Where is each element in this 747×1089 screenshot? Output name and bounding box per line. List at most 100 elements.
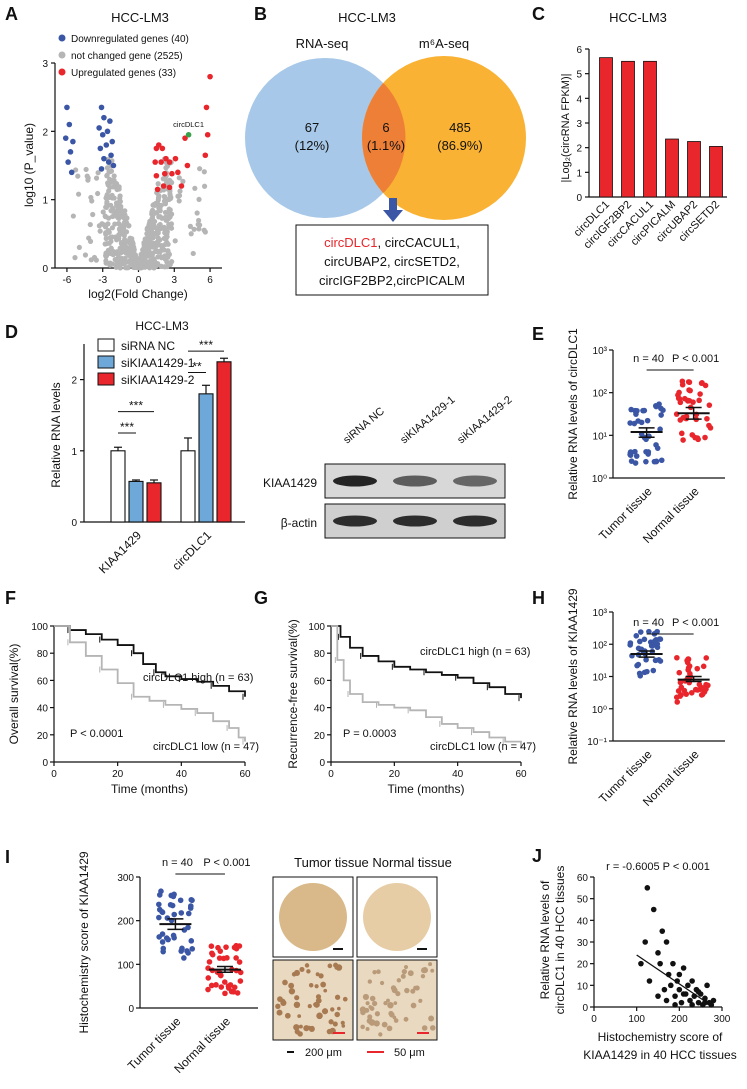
panel-j-point [663, 939, 670, 945]
panel-i-point [208, 982, 215, 989]
panel-f-letter: F [5, 588, 16, 608]
panel-a-point-unchanged [195, 217, 202, 224]
panel-h-point [677, 679, 684, 686]
panel-i-ihc-nucleus [428, 1015, 435, 1022]
panel-i-ihc-nucleus [388, 1010, 394, 1017]
panel-j-point [676, 971, 683, 978]
panel-a-point-unchanged [123, 220, 130, 226]
panel-i-ihc-nucleus [383, 1000, 388, 1006]
panel-a-point [160, 183, 167, 189]
panel-a-point-unchanged [187, 223, 193, 229]
panel-e-ytick-label: 10² [593, 389, 608, 400]
panel-a-point-unchanged [175, 193, 181, 199]
panel-a-point-unchanged [102, 241, 108, 247]
panel-a-point-unchanged [72, 255, 78, 261]
panel-b-mid-pct: (1.1%) [367, 138, 405, 153]
panel-h-point [635, 645, 642, 652]
panel-i-ytick-label: 300 [117, 873, 134, 884]
panel-h-point [694, 665, 701, 672]
panel-j-point [646, 978, 653, 984]
panel-g-ytick-label: 0 [319, 758, 325, 769]
panel-j-xtick-label: 100 [628, 1014, 645, 1025]
panel-j-point [689, 978, 695, 984]
panel-a-xtick-label: -6 [62, 275, 71, 286]
panel-i-ihc-nucleus [400, 973, 406, 979]
panel-i-point [165, 936, 171, 943]
panel-h-point [652, 657, 659, 664]
panel-a-ylabel: log10 (P_value) [22, 123, 36, 207]
panel-f-p-label: P < 0.0001 [70, 728, 123, 740]
panel-a-point [109, 138, 116, 145]
panel-a-point [67, 149, 74, 155]
panel-d-group-label: KIAA1429 [96, 528, 144, 576]
panel-i-point [236, 959, 243, 965]
panel-e-point [641, 407, 648, 414]
panel-a-point-unchanged [111, 173, 117, 179]
panel-a-point [103, 142, 110, 148]
panel-h: 10⁻¹ 10⁰ 10¹ 10² 10³ Relative RNA levels of K… [566, 588, 725, 809]
panel-a-point-unchanged [102, 214, 109, 220]
panel-e-point [675, 392, 681, 398]
panel-j-point [672, 993, 678, 999]
panel-e-point [633, 453, 640, 459]
panel-i-point [221, 979, 228, 985]
panel-a-point-unchanged [127, 235, 133, 241]
panel-h-stat-n: n = 40 [633, 617, 664, 629]
panel-g-xlabel: Time (months) [388, 782, 465, 796]
panel-f-ytick-label: 100 [31, 622, 48, 633]
panel-h-point [681, 687, 688, 694]
panel-b-m6a-circle [362, 56, 526, 220]
panel-a-point-unchanged [162, 209, 169, 216]
panel-i-point [185, 950, 191, 956]
panel-f-ytick-label: 20 [37, 731, 49, 742]
panel-d-sig-label: *** [199, 338, 213, 352]
panel-j-point [695, 999, 702, 1006]
panel-i-ihc-nucleus [320, 981, 327, 988]
panel-j-point [676, 986, 683, 993]
panel-i-ihc-nucleus [276, 1009, 283, 1016]
panel-e-point [706, 402, 713, 408]
panel-j-point [674, 978, 680, 984]
panel-g-ytick-label: 80 [314, 649, 326, 660]
panel-i-point [188, 903, 194, 909]
panel-j-xlabel-1: Histochemistry score of [598, 1030, 723, 1044]
panel-i-ihc-nucleus [341, 1024, 346, 1028]
panel-e-point [687, 387, 693, 394]
panel-a-point-unchanged [117, 213, 123, 220]
panel-i-ihc-nucleus [282, 979, 288, 986]
panel-i-point [233, 955, 239, 961]
panel-i-ihc-nucleus [313, 1002, 318, 1007]
panel-i-ihc-nucleus [393, 1001, 398, 1005]
panel-j-point [702, 999, 708, 1006]
panel-j-stat: r = -0.6005 P < 0.001 [606, 861, 710, 873]
panel-i-point [178, 910, 185, 916]
panel-a-point-unchanged [122, 212, 128, 218]
panel-f-ylabel: Overall survival(%) [7, 644, 21, 745]
panel-d-bar [110, 450, 126, 523]
panel-a-point-unchanged [152, 245, 158, 251]
panel-a-point-unchanged [114, 258, 120, 264]
panel-h-ytick-label: 10² [593, 640, 608, 651]
panel-i-ihc-nucleus [293, 1001, 301, 1009]
panel-d-legend-swatch [97, 372, 115, 386]
panel-a-point-unchanged [117, 198, 123, 205]
panel-g-ylabel: Recurrence-free survival(%) [286, 619, 300, 768]
panel-a-point-unchanged [177, 188, 183, 194]
panel-a-point-unchanged [73, 167, 79, 173]
panel-d-blot-lane-label: siKIAA1429-2 [455, 394, 514, 446]
panel-d-sig-label: *** [120, 420, 134, 434]
panel-e-point [678, 430, 685, 437]
panel-c-bar [643, 60, 657, 198]
panel-a-ytick-label: 3 [42, 59, 48, 70]
panel-i-ihc-nucleus [307, 1003, 312, 1009]
panel-a-point-unchanged [108, 245, 114, 251]
panel-e-point [653, 442, 659, 448]
panel-c-ytick-label: 5 [576, 70, 582, 81]
panel-h-point [687, 670, 693, 677]
panel-h-point [646, 628, 652, 635]
panel-i-point [156, 914, 162, 921]
panel-a-point-unchanged [105, 182, 111, 188]
panel-h-point [692, 686, 699, 693]
panel-d-letter: D [5, 322, 18, 342]
